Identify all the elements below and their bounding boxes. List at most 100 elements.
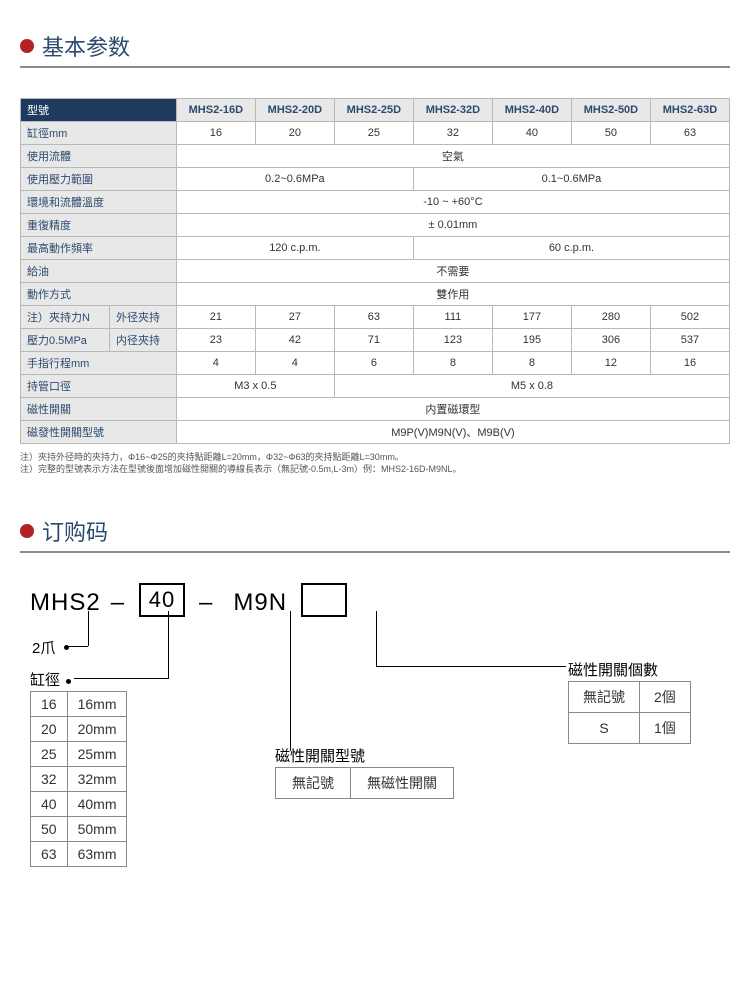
count-table: 無記號2個S1個: [568, 681, 691, 744]
cell: 25: [31, 742, 68, 767]
claw-label: 2爪: [32, 637, 55, 658]
lube-label: 給油: [21, 260, 177, 283]
bore-2: 25: [334, 122, 413, 145]
spec-table: 型號 MHS2-16D MHS2-20D MHS2-25D MHS2-32D M…: [20, 98, 730, 444]
connector-line: [74, 678, 169, 679]
magmodel-val: M9P(V)M9N(V)、M9B(V): [176, 421, 729, 444]
order-box-bore: 40: [139, 583, 185, 617]
cell: S: [569, 713, 640, 744]
connector-line: [376, 611, 377, 666]
stroke-4: 8: [492, 352, 571, 375]
bore-label: 缸徑mm: [21, 122, 177, 145]
bore-0: 16: [176, 122, 255, 145]
freq-b: 60 c.p.m.: [413, 237, 729, 260]
cell: 1個: [640, 713, 691, 744]
action-val: 雙作用: [176, 283, 729, 306]
cell: 63: [31, 842, 68, 867]
model-0: MHS2-16D: [176, 99, 255, 122]
stroke-1: 4: [255, 352, 334, 375]
repeat-val: ± 0.01mm: [176, 214, 729, 237]
stroke-2: 6: [334, 352, 413, 375]
grip2-6: 537: [650, 329, 729, 352]
stroke-0: 4: [176, 352, 255, 375]
grip2-4: 195: [492, 329, 571, 352]
cell: 40: [31, 792, 68, 817]
cell: 50mm: [67, 817, 127, 842]
model-6: MHS2-63D: [650, 99, 729, 122]
cell: 50: [31, 817, 68, 842]
order-connectors: 2爪 缸徑 1616mm2020mm2525mm3232mm4040mm5050…: [30, 621, 730, 931]
port-b: M5 x 0.8: [334, 375, 729, 398]
cell: 20: [31, 717, 68, 742]
cell: 25mm: [67, 742, 127, 767]
notes: 注）夾持外径時的夾持力，Φ16~Φ25的夾持點距離L=20mm，Φ32~Φ63的…: [20, 452, 730, 475]
model-5: MHS2-50D: [571, 99, 650, 122]
action-label: 動作方式: [21, 283, 177, 306]
cell: 無記號: [569, 682, 640, 713]
press05-label: 壓力0.5MPa: [21, 329, 110, 352]
freq-label: 最高動作頻率: [21, 237, 177, 260]
cell: 32: [31, 767, 68, 792]
port-label: 持管口徑: [21, 375, 177, 398]
mag-val: 内置磁環型: [176, 398, 729, 421]
fluid-label: 使用流體: [21, 145, 177, 168]
stroke-3: 8: [413, 352, 492, 375]
temp-val: -10 ~ +60°C: [176, 191, 729, 214]
section2-title: 订购码: [42, 515, 108, 547]
stroke-5: 12: [571, 352, 650, 375]
bore-1: 20: [255, 122, 334, 145]
grip2-1: 42: [255, 329, 334, 352]
grip-sub2: 内径夾持: [110, 329, 177, 352]
bore-3: 32: [413, 122, 492, 145]
cell: 16mm: [67, 692, 127, 717]
model-2: MHS2-25D: [334, 99, 413, 122]
grip2-3: 123: [413, 329, 492, 352]
model-1: MHS2-20D: [255, 99, 334, 122]
connector-line: [290, 611, 291, 751]
temp-label: 環境和流體溫度: [21, 191, 177, 214]
cell: 2個: [640, 682, 691, 713]
dot-icon: [66, 679, 71, 684]
cell: 16: [31, 692, 68, 717]
bore-heading: 缸徑: [30, 669, 71, 690]
bore-4: 40: [492, 122, 571, 145]
model-label: 型號: [21, 99, 177, 122]
grip1-0: 21: [176, 306, 255, 329]
bore-5: 50: [571, 122, 650, 145]
grip1-5: 280: [571, 306, 650, 329]
pressure-b: 0.1~0.6MPa: [413, 168, 729, 191]
model-4: MHS2-40D: [492, 99, 571, 122]
stroke-6: 16: [650, 352, 729, 375]
magmodel-label: 磁發性開關型號: [21, 421, 177, 444]
port-a: M3 x 0.5: [176, 375, 334, 398]
model-3: MHS2-32D: [413, 99, 492, 122]
note-2: 注）完整的型號表示方法在型號後面增加磁性開關的導線長表示（無記號-0.5m,L-…: [20, 464, 730, 476]
lube-val: 不需要: [176, 260, 729, 283]
bore-heading-text: 缸徑: [30, 672, 60, 689]
stroke-label: 手指行程mm: [21, 352, 177, 375]
connector-line: [376, 666, 566, 667]
connector-line: [168, 611, 169, 678]
bullet-icon: [20, 524, 34, 538]
dash: –: [189, 589, 223, 617]
cell: 無磁性開關: [351, 768, 454, 799]
mag-table: 無記號無磁性開關: [275, 767, 454, 799]
order-code-row: MHS2 – 40 – M9N: [30, 583, 730, 617]
grip1-1: 27: [255, 306, 334, 329]
cell: 40mm: [67, 792, 127, 817]
section1-title: 基本参数: [42, 30, 130, 62]
cell: 20mm: [67, 717, 127, 742]
grip-sub1: 外径夾持: [110, 306, 177, 329]
count-heading: 磁性開關個數: [568, 659, 658, 680]
note-1: 注）夾持外径時的夾持力，Φ16~Φ25的夾持點距離L=20mm，Φ32~Φ63的…: [20, 452, 730, 464]
cell: 無記號: [276, 768, 351, 799]
grip1-3: 111: [413, 306, 492, 329]
mag-label: 磁性開關: [21, 398, 177, 421]
cell: 32mm: [67, 767, 127, 792]
fluid-val: 空氣: [176, 145, 729, 168]
grip2-2: 71: [334, 329, 413, 352]
bore-table: 1616mm2020mm2525mm3232mm4040mm5050mm6363…: [30, 691, 127, 867]
pressure-label: 使用壓力範圍: [21, 168, 177, 191]
dash: –: [101, 589, 135, 617]
title-divider: [20, 66, 730, 68]
